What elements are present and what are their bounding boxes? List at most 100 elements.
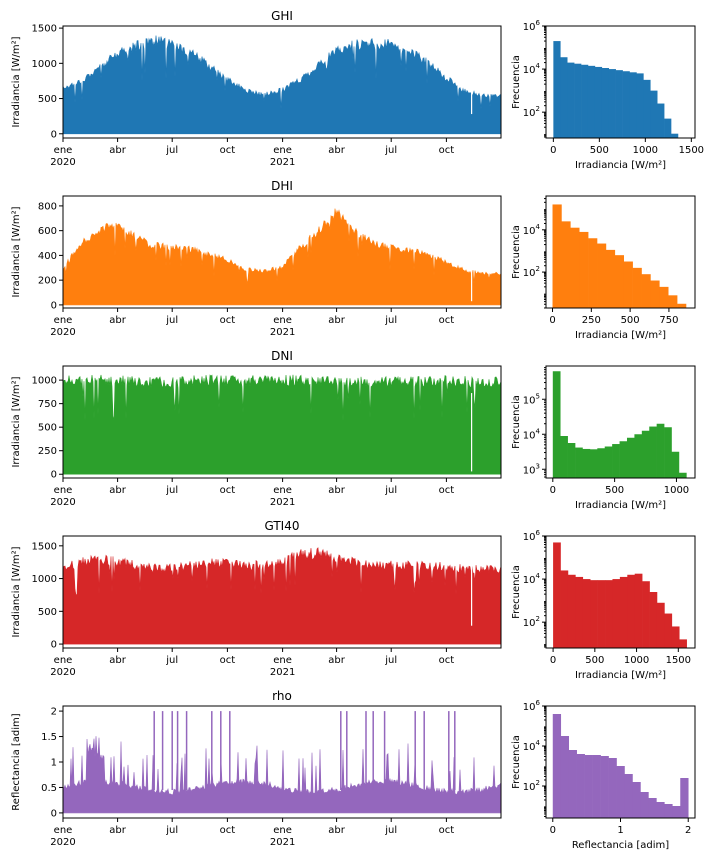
x-tick-label: oct — [439, 655, 455, 666]
x-tick-year-label: 2020 — [50, 667, 75, 678]
x-tick-year-label: 2020 — [50, 327, 75, 338]
x-tick-year-label: 2020 — [50, 497, 75, 508]
y-tick-label: 1500 — [32, 541, 57, 552]
histogram-bar — [594, 66, 603, 138]
histogram-bar — [649, 426, 657, 478]
log-base: 10 — [523, 268, 536, 279]
histogram-bar — [589, 449, 598, 478]
x-tick-year-label: 2021 — [270, 837, 295, 848]
log-exponent: 6 — [536, 699, 541, 707]
plot-frame — [62, 535, 502, 649]
y-tick-label: 500 — [38, 94, 57, 105]
y-tick-label: 1.5 — [41, 732, 57, 743]
plot-frame — [545, 535, 696, 649]
histogram-bar — [601, 68, 610, 138]
histogram-bar — [640, 792, 649, 818]
x-tick-label: 500 — [590, 145, 609, 156]
series-area-rho — [62, 736, 502, 814]
histogram-bar — [649, 592, 658, 648]
y-tick-label: 1000 — [32, 59, 57, 70]
histogram-bar — [677, 303, 687, 308]
x-tick-label: abr — [109, 145, 126, 156]
histogram-bar — [664, 427, 672, 478]
histogram-bar — [641, 274, 651, 308]
log-exponent: 4 — [536, 427, 541, 435]
histogram-bar — [584, 755, 593, 818]
x-tick-label: oct — [220, 485, 236, 496]
histogram-bar — [650, 90, 658, 138]
x-axis-label: Reflectancia [adim] — [572, 840, 669, 851]
histogram-bar — [570, 227, 580, 308]
y-tick-label: 0.5 — [41, 783, 57, 794]
log-base: 10 — [523, 65, 536, 76]
x-tick-year-label: 2020 — [50, 157, 75, 168]
y-axis-label: Irradiancia [W/m²] — [11, 36, 22, 127]
histogram-bar — [582, 579, 591, 648]
series-area-GHI — [62, 35, 502, 135]
y-tick-label: 200 — [38, 276, 57, 287]
histogram-bar — [679, 639, 687, 648]
y-tick-label: 104 — [523, 739, 541, 753]
histogram-bar — [657, 103, 665, 138]
x-tick-label: oct — [220, 145, 236, 156]
log-exponent: 6 — [536, 19, 541, 27]
histogram-bar — [552, 714, 562, 818]
x-tick-label: abr — [328, 315, 345, 326]
x-tick-label: oct — [439, 315, 455, 326]
x-tick-label: 0 — [550, 655, 556, 666]
histogram-bar — [634, 434, 643, 478]
x-tick-label: 500 — [621, 315, 640, 326]
histogram-bar — [619, 576, 628, 648]
histogram-bar — [576, 754, 585, 818]
log-base: 10 — [523, 395, 536, 406]
log-exponent: 5 — [536, 392, 540, 400]
histogram-bar — [560, 436, 568, 478]
series-area-DNI — [62, 374, 502, 475]
histogram-bar — [612, 444, 620, 478]
y-tick-label: 102 — [523, 265, 540, 279]
x-tick-label: jul — [165, 655, 178, 666]
log-exponent: 2 — [536, 615, 540, 623]
log-base: 10 — [523, 575, 536, 586]
y-tick-label: 600 — [38, 226, 57, 237]
y-tick-label: 102 — [523, 615, 540, 629]
x-tick-label: 0 — [550, 145, 556, 156]
log-base: 10 — [523, 782, 536, 793]
histogram-bar — [560, 57, 568, 138]
y-tick-label: 800 — [38, 201, 57, 212]
histogram-bar — [650, 280, 660, 308]
x-tick-label: jul — [165, 825, 178, 836]
x-tick-label: jul — [384, 315, 397, 326]
log-exponent: 4 — [536, 572, 541, 580]
x-tick-year-label: 2020 — [50, 837, 75, 848]
plot-frame — [62, 195, 502, 309]
x-tick-label: jul — [165, 145, 178, 156]
histogram-bar — [575, 447, 583, 478]
histogram-bar — [600, 756, 609, 818]
x-tick-label: 1000 — [664, 485, 689, 496]
log-exponent: 6 — [536, 529, 541, 537]
y-tick-label: 1 — [51, 758, 57, 769]
log-base: 10 — [523, 702, 536, 713]
log-base: 10 — [523, 108, 536, 119]
y-tick-label: 106 — [523, 529, 541, 543]
x-tick-label: 500 — [605, 485, 624, 496]
x-tick-label: 1000 — [633, 145, 658, 156]
x-tick-label: jul — [165, 485, 178, 496]
y-tick-label: 0 — [51, 640, 57, 651]
histogram-bar — [619, 441, 628, 478]
y-tick-label: 250 — [38, 446, 57, 457]
x-tick-label: oct — [439, 825, 455, 836]
log-base: 10 — [523, 618, 536, 629]
panel-title: GTI40 — [264, 519, 299, 533]
x-tick-year-label: 2021 — [270, 327, 295, 338]
x-tick-label: abr — [328, 655, 345, 666]
log-base: 10 — [523, 22, 536, 33]
x-tick-label: oct — [439, 145, 455, 156]
histogram-bar — [656, 602, 665, 648]
histogram-bar — [588, 238, 598, 308]
histogram-bar — [659, 286, 669, 308]
histogram-bar — [552, 204, 562, 308]
y-tick-label: 2 — [51, 707, 57, 718]
y-tick-label: 0 — [51, 129, 57, 140]
